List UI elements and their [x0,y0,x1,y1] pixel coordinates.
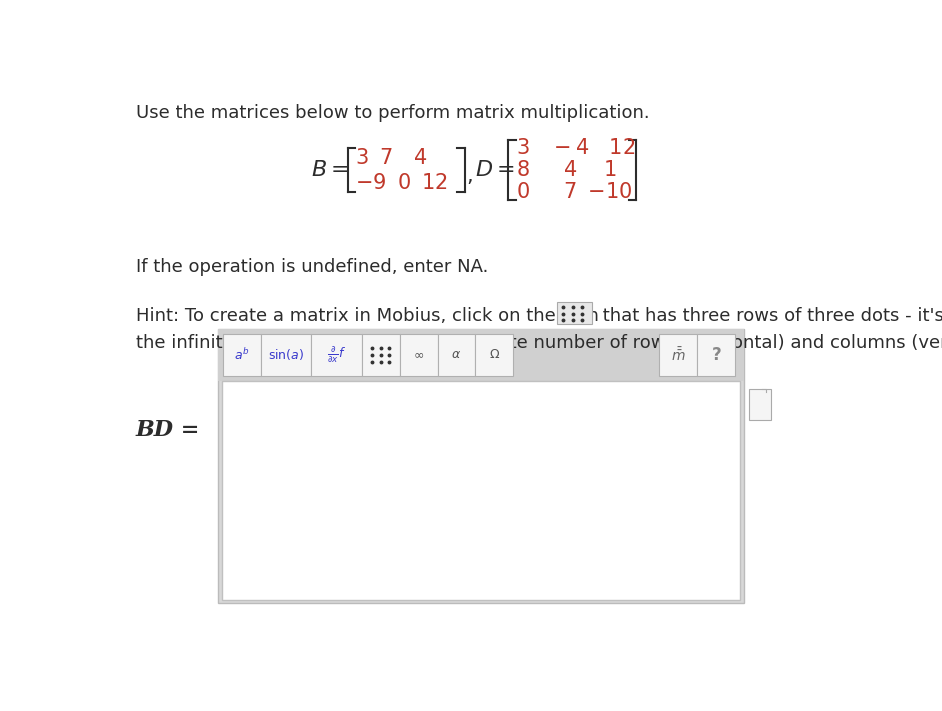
Text: $3\quad-4\quad12$: $3\quad-4\quad12$ [515,138,635,159]
Text: $B =$: $B =$ [311,159,349,181]
Text: $\Omega$: $\Omega$ [489,348,500,361]
Bar [219,329,744,603]
Text: $\frac{\partial}{\partial x}f$: $\frac{\partial}{\partial x}f$ [327,345,346,365]
Text: ?: ? [711,346,722,364]
Text: If the operation is undefined, enter NA.: If the operation is undefined, enter NA. [136,258,488,276]
Bar [219,329,744,381]
Text: $\infty$: $\infty$ [413,348,424,361]
Bar [222,381,740,600]
Text: $8\quad\ \ 4\quad\ 1$: $8\quad\ \ 4\quad\ 1$ [515,160,617,180]
Text: Use the matrices below to perform matrix multiplication.: Use the matrices below to perform matrix… [136,105,650,122]
Text: $0\quad\ \ 7\;\;{-10}$: $0\quad\ \ 7\;\;{-10}$ [515,182,632,202]
Text: $\sin(a)$: $\sin(a)$ [268,348,304,363]
Text: the infinity symbol. Specify the appropriate number of rows (horizontal) and col: the infinity symbol. Specify the appropr… [136,334,942,353]
Text: ,: , [466,166,473,186]
FancyBboxPatch shape [437,334,476,375]
Text: $a^b$: $a^b$ [235,347,250,363]
Text: $\alpha$: $\alpha$ [451,348,462,361]
Text: Hint: To create a matrix in Mobius, click on the icon: Hint: To create a matrix in Mobius, clic… [136,307,599,325]
FancyBboxPatch shape [749,389,771,419]
FancyBboxPatch shape [362,334,399,375]
Text: that has three rows of three dots - it's next to: that has three rows of three dots - it's… [597,307,942,325]
Text: $-9\;\;0\;\;12$: $-9\;\;0\;\;12$ [355,173,448,193]
FancyBboxPatch shape [697,334,736,375]
Text: $3\;\;7\quad4$: $3\;\;7\quad4$ [355,148,428,168]
Text: $D =$: $D =$ [476,159,515,181]
FancyBboxPatch shape [311,334,362,375]
FancyBboxPatch shape [659,334,697,375]
FancyBboxPatch shape [399,334,437,375]
FancyBboxPatch shape [223,334,261,375]
FancyBboxPatch shape [261,334,311,375]
FancyBboxPatch shape [558,302,593,324]
FancyBboxPatch shape [476,334,513,375]
Text: BD =: BD = [136,419,201,442]
Text: $\bar{\bar{m}}$: $\bar{\bar{m}}$ [671,346,686,364]
